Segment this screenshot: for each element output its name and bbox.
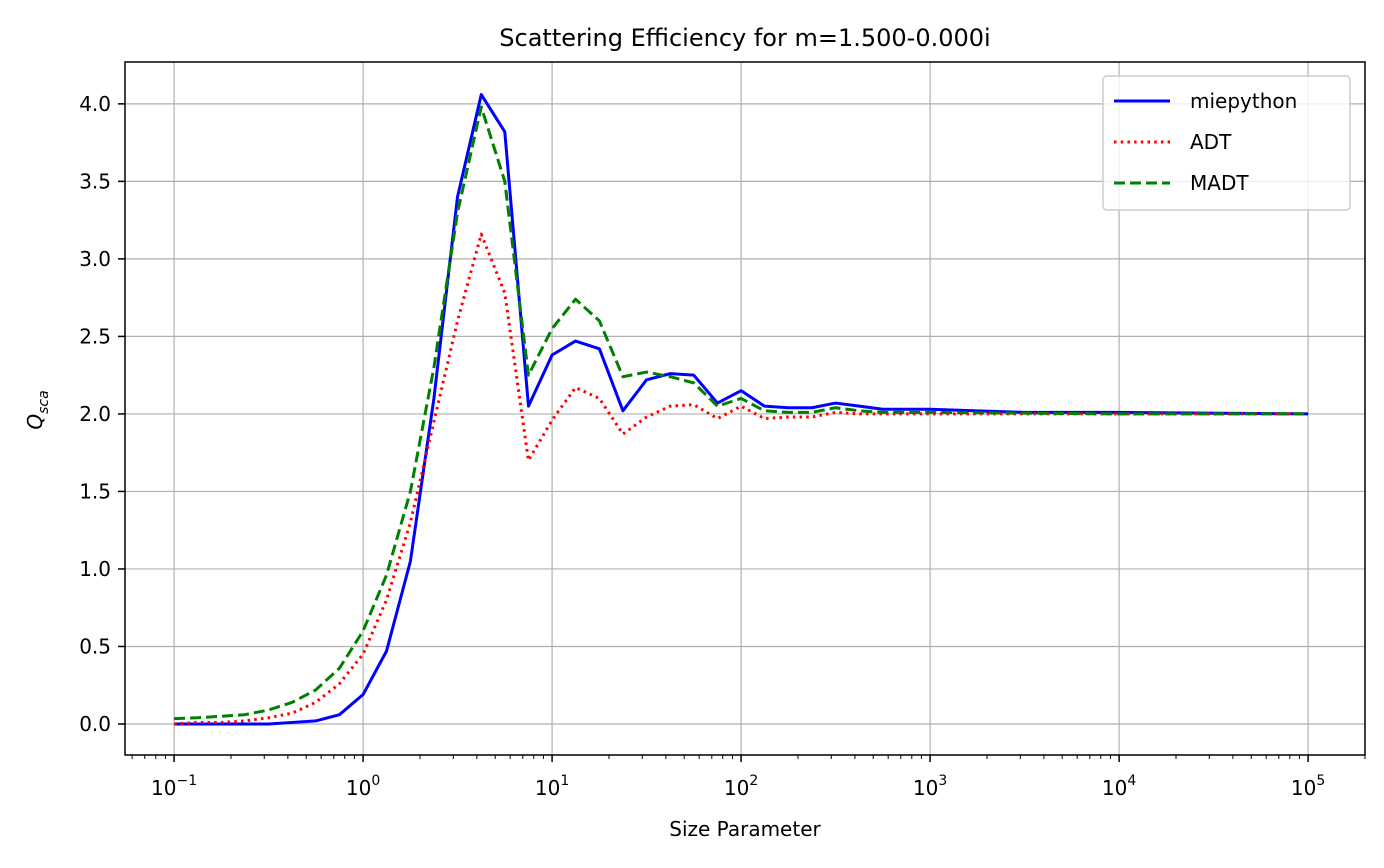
y-tick-label: 0.5 (79, 634, 111, 658)
legend-label-madt: MADT (1190, 171, 1249, 195)
y-tick-label: 3.5 (79, 169, 111, 193)
x-tick-label: 105 (1291, 773, 1325, 800)
y-tick-label: 3.0 (79, 247, 111, 271)
series-line-miepython (174, 93, 1309, 726)
plot-area (173, 93, 1309, 726)
legend-label-miepython: miepython (1190, 89, 1297, 113)
y-axis-label-main: Q (23, 414, 47, 430)
legend: miepython ADT MADT (1102, 75, 1351, 211)
y-tick-label: 0.0 (79, 712, 111, 736)
x-tick-label: 100 (346, 773, 380, 800)
y-tick-label: 2.5 (79, 324, 111, 348)
x-tick-label: 101 (535, 773, 569, 800)
series-line-madt (174, 105, 1309, 721)
y-axis-label-sub: sca (36, 390, 52, 414)
x-tick-label: 103 (913, 773, 947, 800)
chart-title: Scattering Efficiency for m=1.500-0.000i (499, 24, 990, 52)
axes: 10−1 100 101 102 103 104 105 0.0 0.5 1.0 1.5 2.0 2.5… (79, 61, 1366, 800)
y-tick-label: 4.0 (79, 92, 111, 116)
legend-box (1102, 75, 1351, 211)
plot-frame (124, 61, 1366, 756)
legend-label-adt: ADT (1190, 130, 1232, 154)
x-tick-label: 104 (1102, 773, 1136, 800)
x-axis-label: Size Parameter (669, 817, 821, 841)
x-tick-label: 102 (724, 773, 758, 800)
y-tick-label: 1.0 (79, 557, 111, 581)
y-tick-label: 1.5 (79, 479, 111, 503)
x-tick-label: 10−1 (151, 773, 197, 800)
y-tick-label: 2.0 (79, 402, 111, 426)
y-axis-label: Qsca (23, 390, 52, 429)
